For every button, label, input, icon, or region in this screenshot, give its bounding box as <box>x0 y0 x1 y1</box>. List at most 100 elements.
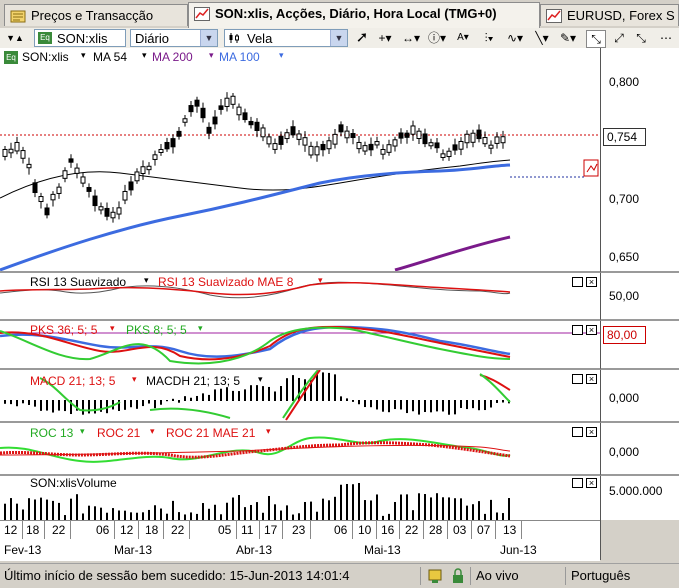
price-plot[interactable] <box>0 48 600 271</box>
pen-tool-icon[interactable]: ✎▾ <box>559 31 577 45</box>
candle-body <box>188 105 194 113</box>
chart-icon <box>194 7 210 21</box>
ma100-label[interactable]: MA 100 <box>219 50 260 64</box>
period-value: Diário <box>135 31 169 46</box>
day-divider <box>259 521 260 539</box>
candle-body <box>368 143 374 151</box>
chevron-down-icon[interactable]: ▾ <box>279 50 284 60</box>
chevron-down-icon[interactable]: ▾ <box>209 50 214 60</box>
volume-bar <box>118 510 120 520</box>
crosshair-icon[interactable]: +▾ <box>378 31 392 45</box>
close-icon[interactable]: × <box>586 325 597 335</box>
wave-tool-icon[interactable]: ∿▾ <box>506 31 524 45</box>
maximize-icon[interactable] <box>572 478 583 488</box>
rsi-pane[interactable]: RSI 13 Suavizado ▾ RSI 13 Suavizado MAE … <box>0 273 600 321</box>
volume-label[interactable]: SON:xlisVolume <box>30 476 117 490</box>
close-icon[interactable]: × <box>586 277 597 287</box>
chevron-down-icon[interactable]: ▾ <box>110 323 115 333</box>
macd-bar <box>358 400 360 405</box>
chevron-down-icon[interactable]: ▾ <box>198 323 203 333</box>
chevron-down-icon[interactable]: ▾ <box>80 426 85 436</box>
chart-style-select[interactable]: Vela ▼ <box>224 29 348 47</box>
chevron-down-icon[interactable]: ▾ <box>318 275 323 285</box>
tab-prices-transactions[interactable]: Preços e Transacção <box>4 4 188 26</box>
close-icon[interactable]: × <box>586 427 597 437</box>
macd-bar <box>352 400 354 402</box>
volume-axis[interactable]: 5.000.000 <box>600 476 679 520</box>
tab-son-chart[interactable]: SON:xlis, Acções, Diário, Hora Local (TM… <box>188 2 540 28</box>
chevron-down-icon[interactable]: ▼ <box>200 30 217 46</box>
zoom-in-icon[interactable]: ⤢ <box>614 31 624 45</box>
maximize-icon[interactable] <box>572 374 583 384</box>
pks36-label[interactable]: PKS 36; 5; 5 <box>30 323 98 337</box>
chevron-down-icon[interactable]: ▾ <box>266 426 271 436</box>
collapse-arrow-icon[interactable]: ▼▲ <box>6 33 24 43</box>
cursor-icon[interactable]: ➚ <box>355 29 369 46</box>
volume-bar <box>406 494 408 520</box>
zoom-out-icon[interactable]: ⤡ <box>636 31 646 45</box>
macdh-label[interactable]: MACDH 21; 13; 5 <box>146 374 241 388</box>
roc-axis[interactable]: 0,000 <box>600 423 679 476</box>
line-tool-icon[interactable]: ╲▾ <box>535 31 549 45</box>
roc21-mae-label[interactable]: ROC 21 MAE 21 <box>166 426 256 440</box>
maximize-icon[interactable] <box>572 325 583 335</box>
volume-bar <box>310 501 312 520</box>
chevron-down-icon[interactable]: ▾ <box>144 275 149 285</box>
candle-body <box>464 133 470 144</box>
month-tick: Mar-13 <box>114 543 153 557</box>
chevron-down-icon[interactable]: ▼ <box>330 30 347 46</box>
pks8-label[interactable]: PKS 8; 5; 5 <box>126 323 187 337</box>
symbol-selector[interactable]: Eq SON:xlis <box>34 29 126 47</box>
rsi-tick: 50,00 <box>609 289 640 303</box>
ma200-label[interactable]: MA 200 <box>152 50 193 64</box>
pks-pane[interactable]: PKS 36; 5; 5 ▾ PKS 8; 5; 5 ▾ × <box>0 321 600 370</box>
macd-bar <box>34 400 36 407</box>
chevron-down-icon[interactable]: ▾ <box>142 50 147 60</box>
rsi-axis[interactable]: 50,00 <box>600 273 679 321</box>
zoom-fit-icon[interactable]: ⤡ <box>586 30 606 48</box>
pattern-tool-icon[interactable]: ⫶▾ <box>484 31 494 45</box>
macd-axis[interactable]: 0,000 <box>600 370 679 423</box>
period-select[interactable]: Diário ▼ <box>130 29 218 47</box>
chevron-down-icon[interactable]: ▾ <box>132 374 137 384</box>
ma54-label[interactable]: MA 54 <box>93 50 128 64</box>
macd-bar <box>166 400 168 402</box>
rsi-label[interactable]: RSI 13 Suavizado <box>30 275 127 289</box>
volume-bar <box>430 497 432 520</box>
alert-icon[interactable] <box>583 159 599 177</box>
close-icon[interactable]: × <box>586 478 597 488</box>
candle-body <box>362 145 368 152</box>
macd-bar <box>184 396 186 401</box>
rsi-mae-label[interactable]: RSI 13 Suavizado MAE 8 <box>158 275 294 289</box>
pks-axis[interactable]: 80,00 <box>600 321 679 370</box>
volume-bar <box>40 497 42 520</box>
maximize-icon[interactable] <box>572 277 583 287</box>
roc21-label[interactable]: ROC 21 <box>97 426 141 440</box>
chevron-down-icon[interactable]: ▾ <box>150 426 155 436</box>
move-icon[interactable]: ↔▾ <box>401 31 421 45</box>
maximize-icon[interactable] <box>572 427 583 437</box>
price-axis[interactable]: 0,800 0,754 0,700 0,650 <box>600 48 679 273</box>
chevron-down-icon[interactable]: ▾ <box>258 374 263 384</box>
language-label[interactable]: Português <box>571 568 631 583</box>
macd-pane[interactable]: MACD 21; 13; 5 ▾ MACDH 21; 13; 5 ▾ × <box>0 370 600 423</box>
price-pane[interactable]: Eq SON:xlis ▾ MA 54 ▾ MA 200 ▾ MA 100 ▾ <box>0 48 600 273</box>
chevron-down-icon[interactable]: ▾ <box>81 50 86 60</box>
volume-pane[interactable]: SON:xlisVolume × <box>0 476 600 520</box>
more-tools-icon[interactable]: ⋯ <box>660 31 672 45</box>
chart-area[interactable]: Eq SON:xlis ▾ MA 54 ▾ MA 200 ▾ MA 100 ▾ … <box>0 48 600 520</box>
text-tool-icon[interactable]: A▾ <box>457 32 469 43</box>
lock-icon[interactable] <box>450 568 466 584</box>
info-icon[interactable]: ⓘ▾ <box>427 31 447 45</box>
candle-body <box>224 97 230 107</box>
candle-body <box>440 153 446 158</box>
tab-eurusd[interactable]: EURUSD, Forex S <box>540 4 679 26</box>
close-icon[interactable]: × <box>586 374 597 384</box>
macd-label[interactable]: MACD 21; 13; 5 <box>30 374 116 388</box>
day-tick: 22 <box>52 523 66 537</box>
roc-pane[interactable]: ROC 13 ▾ ROC 21 ▾ ROC 21 MAE 21 ▾ × <box>0 423 600 476</box>
ma54-line <box>0 159 511 199</box>
roc13-label[interactable]: ROC 13 <box>30 426 74 440</box>
date-axis[interactable]: 12 18 22 06 12 18 22 05 11 17 23 06 10 16 22 28 03 07 13 F… <box>0 520 600 561</box>
connection-icon[interactable] <box>427 568 443 584</box>
